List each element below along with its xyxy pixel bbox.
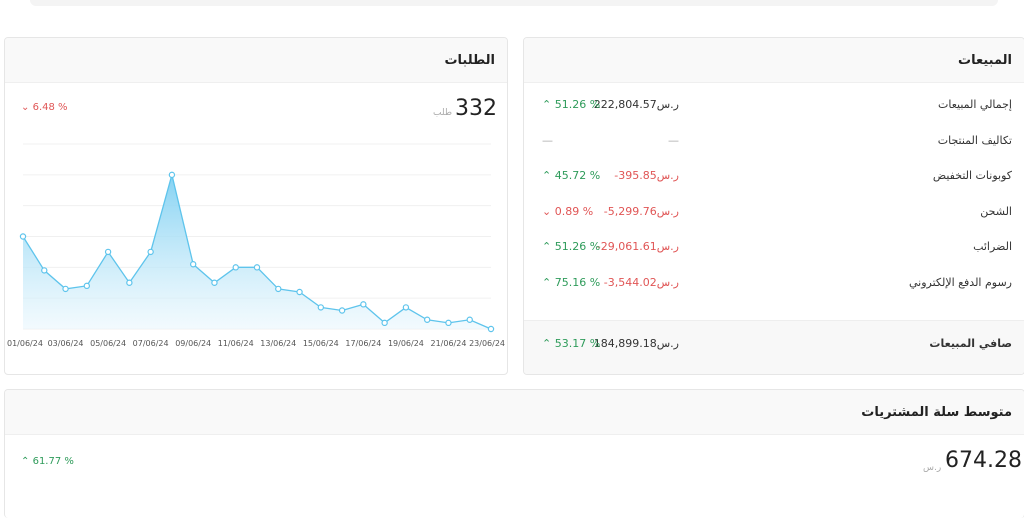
trend-up-icon: ⌃ <box>542 337 552 350</box>
x-tick-label: 19/06/24 <box>388 339 424 348</box>
x-tick-label: 07/06/24 <box>133 339 169 348</box>
data-point[interactable] <box>338 307 346 314</box>
data-point[interactable] <box>104 248 112 256</box>
sales-row-change: ⌃ 51.26 % <box>542 240 601 253</box>
basket-value: 674.28 <box>945 448 1022 473</box>
sales-row: إجمالي المبيعات 222,804.57ر.س ⌃ 51.26 % <box>524 98 1024 118</box>
sales-row: كوبونات التخفيض -395.85ر.س ⌃ 45.72 % <box>524 169 1024 189</box>
sales-row-change: ⌃ 51.26 % <box>542 98 601 111</box>
trend-up-icon: ⌃ <box>542 275 555 289</box>
net-sales-row: صافي المبيعات 184,899.18ر.س ⌃ 53.17 % <box>524 320 1024 374</box>
sales-row-amount: -3,544.02ر.س <box>603 275 679 289</box>
x-tick-label: 05/06/24 <box>90 339 126 348</box>
x-tick-label: 01/06/24 <box>7 339 43 348</box>
net-sales-amount: 184,899.18ر.س <box>593 337 679 350</box>
x-tick-label: 15/06/24 <box>303 339 339 348</box>
orders-total: 332 <box>455 96 497 121</box>
data-point[interactable] <box>211 279 218 286</box>
sales-row-change: ⌄ 0.89 % <box>542 204 594 218</box>
sales-row-label: الشحن <box>980 204 1012 218</box>
sales-row: رسوم الدفع الإلكتروني -3,544.02ر.س ⌃ 75.16… <box>524 276 1024 296</box>
sales-card: المبيعات إجمالي المبيعات 222,804.57ر.س ⌃ 5… <box>523 37 1024 375</box>
sales-row: تكاليف المنتجات — — <box>524 134 1024 154</box>
sales-row: الضرائب -29,061.61ر.س ⌃ 51.26 % <box>524 240 1024 260</box>
net-sales-label: صافي المبيعات <box>929 337 1012 350</box>
basket-title: متوسط سلة المشتريات <box>861 404 1012 420</box>
x-tick-label: 23/06/24 <box>469 339 505 348</box>
basket-card-header: متوسط سلة المشتريات <box>5 390 1024 435</box>
sales-row-amount: -29,061.61ر.س <box>596 240 679 253</box>
trend-down-icon: ⌄ <box>21 102 30 113</box>
x-tick-label: 21/06/24 <box>430 339 466 348</box>
data-point[interactable] <box>381 319 388 327</box>
trend-up-icon: ⌃ <box>542 169 555 182</box>
trend-down-icon: ⌄ <box>542 204 555 218</box>
data-point[interactable] <box>41 267 48 274</box>
orders-change: ⌄ 6.48 % <box>21 102 68 113</box>
x-tick-label: 13/06/24 <box>260 339 296 348</box>
data-point[interactable] <box>147 248 154 256</box>
data-point[interactable] <box>360 301 367 308</box>
data-point[interactable] <box>487 325 495 333</box>
orders-area <box>23 174 491 329</box>
data-point[interactable] <box>168 171 176 179</box>
data-point[interactable] <box>62 285 69 293</box>
sales-row-amount: 222,804.57ر.س <box>593 98 679 111</box>
data-point[interactable] <box>83 282 91 290</box>
sales-row-label: إجمالي المبيعات <box>937 98 1012 111</box>
orders-chart: 01/06/24 03/06/24 05/06/24 07/06/24 09/06/24… <box>7 143 505 348</box>
trend-up-icon: ⌃ <box>21 456 30 467</box>
x-tick-label: 03/06/24 <box>48 339 84 348</box>
x-tick-label: 11/06/24 <box>218 339 254 348</box>
sales-title: المبيعات <box>958 52 1012 68</box>
net-sales-change: ⌃ 53.17 % <box>542 337 601 350</box>
x-tick-label: 09/06/24 <box>175 339 211 348</box>
sales-card-header: المبيعات <box>524 38 1024 83</box>
basket-card: متوسط سلة المشتريات ⌃ 61.77 % ر.س 674.28 <box>4 389 1024 518</box>
sales-row-label: تكاليف المنتجات <box>937 133 1012 147</box>
sales-row-amount: -395.85ر.س <box>614 169 679 182</box>
data-point[interactable] <box>126 279 133 286</box>
sales-row-label: كوبونات التخفيض <box>932 169 1012 182</box>
sales-row-amount: -5,299.76ر.س <box>603 204 679 218</box>
sales-row: الشحن -5,299.76ر.س ⌄ 0.89 % <box>524 205 1024 225</box>
data-point[interactable] <box>466 316 473 323</box>
orders-card-header: الطلبات <box>5 38 507 83</box>
trend-up-icon: ⌃ <box>542 240 555 253</box>
basket-change: ⌃ 61.77 % <box>21 456 74 467</box>
sales-row-amount: — <box>668 133 679 147</box>
data-point[interactable] <box>253 264 261 271</box>
orders-card: الطلبات ⌄ 6.48 % طلب 332 01/06/24 03/06/2… <box>4 37 508 375</box>
data-point[interactable] <box>402 304 410 311</box>
trend-up-icon: ⌃ <box>542 98 555 111</box>
orders-title: الطلبات <box>444 52 495 68</box>
data-point[interactable] <box>423 316 431 323</box>
top-bar <box>30 0 998 6</box>
data-point[interactable] <box>275 285 282 293</box>
data-point[interactable] <box>296 288 303 296</box>
sales-row-change: — <box>542 133 553 147</box>
orders-unit: طلب <box>433 108 452 118</box>
sales-row-label: الضرائب <box>973 240 1012 253</box>
data-point[interactable] <box>19 233 27 240</box>
sales-row-change: ⌃ 75.16 % <box>542 275 601 289</box>
data-point[interactable] <box>232 264 239 271</box>
sales-row-change: ⌃ 45.72 % <box>542 169 601 182</box>
data-point[interactable] <box>317 304 325 311</box>
basket-unit: ر.س <box>923 463 942 473</box>
x-tick-label: 17/06/24 <box>345 339 381 348</box>
data-point[interactable] <box>445 319 452 327</box>
sales-row-label: رسوم الدفع الإلكتروني <box>909 275 1012 289</box>
data-point[interactable] <box>189 261 197 268</box>
